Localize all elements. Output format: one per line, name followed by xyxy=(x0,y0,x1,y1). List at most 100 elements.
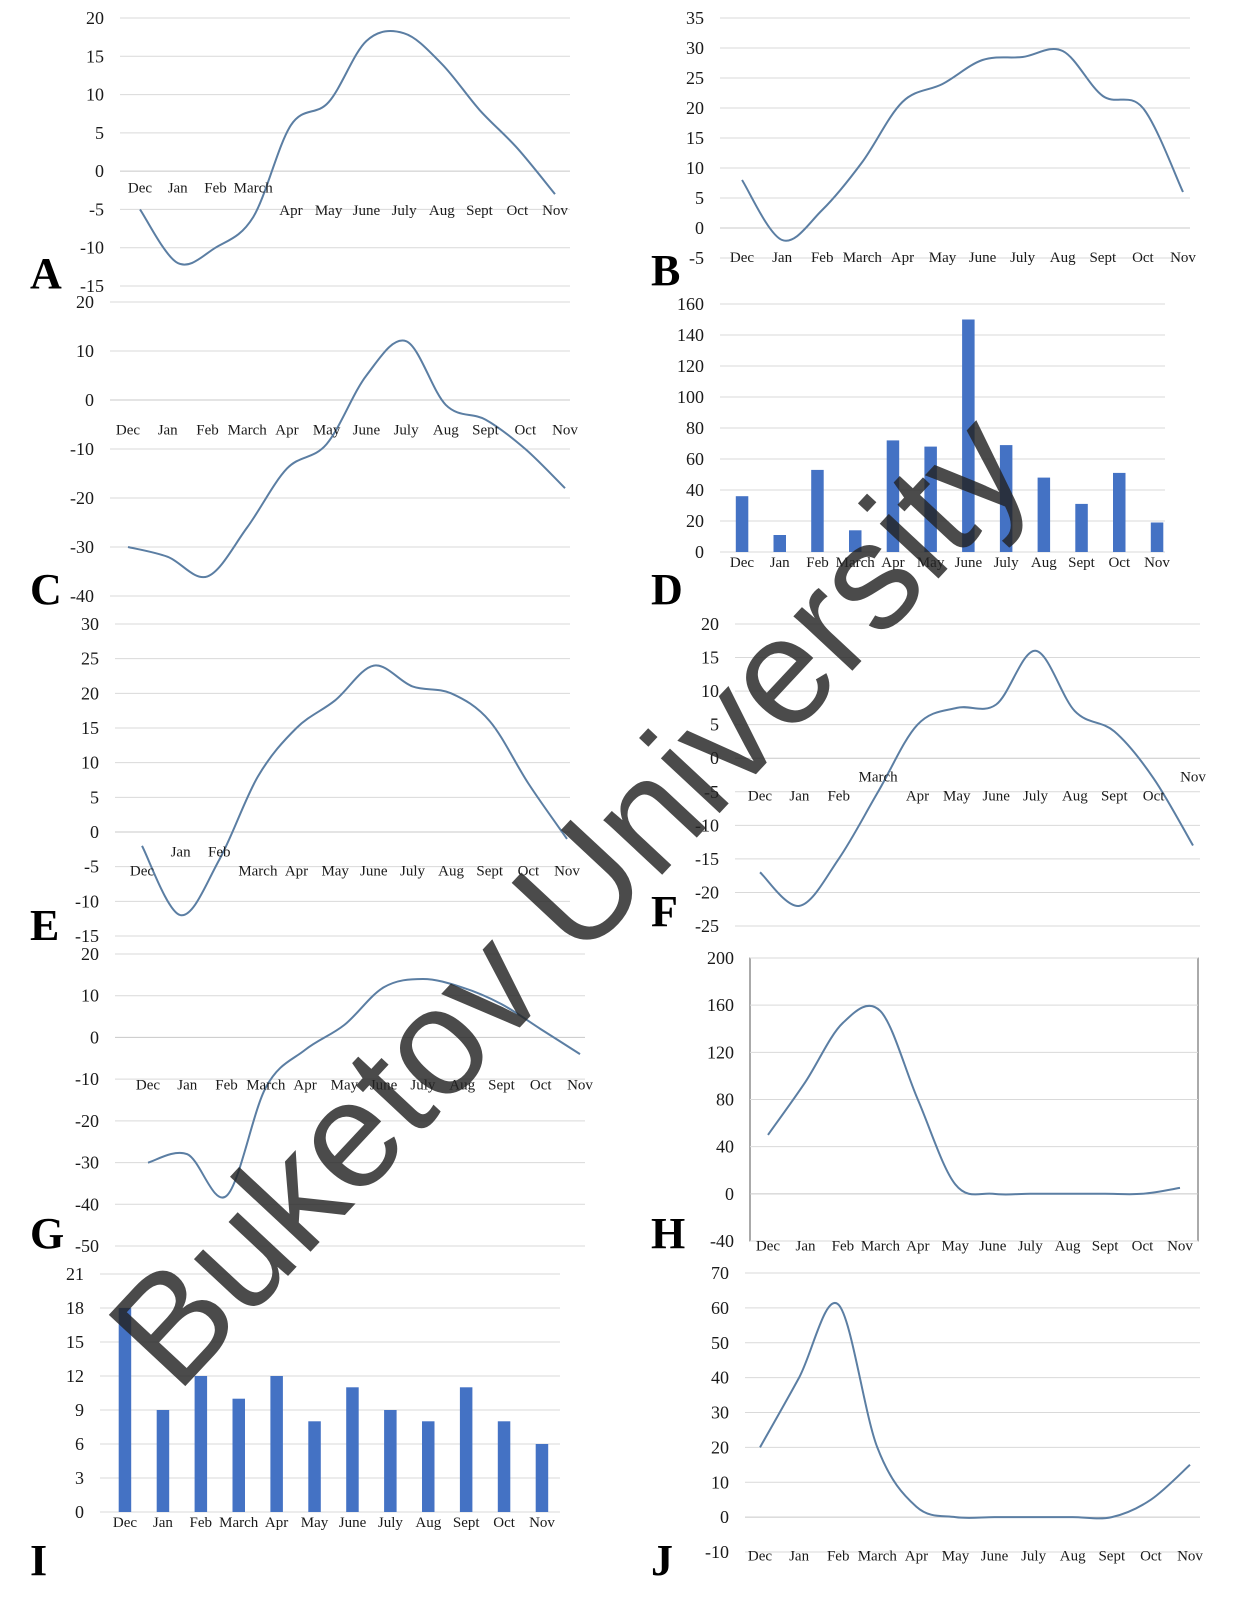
x-tick-label: Sept xyxy=(488,1078,516,1094)
x-tick-label: Jan xyxy=(171,844,191,860)
y-tick-label: 0 xyxy=(90,1027,99,1047)
y-tick-label: -25 xyxy=(695,916,719,936)
x-tick-label: July xyxy=(1021,1549,1047,1565)
x-tick-label: Sept xyxy=(1098,1549,1126,1565)
y-tick-label: 9 xyxy=(75,1400,84,1420)
y-tick-label: 20 xyxy=(686,98,704,118)
y-tick-label: -30 xyxy=(75,1153,99,1173)
panel-letter-e: E xyxy=(30,901,59,950)
x-tick-label: Aug xyxy=(429,203,455,219)
x-tick-label: Aug xyxy=(449,1078,475,1094)
y-tick-label: 0 xyxy=(725,1184,734,1204)
x-tick-label: Aug xyxy=(438,864,464,880)
x-tick-label: May xyxy=(943,789,971,805)
x-tick-label: June xyxy=(979,1238,1007,1254)
x-tick-label: Sept xyxy=(1092,1238,1120,1254)
series-line xyxy=(759,649,1194,907)
y-tick-label: 30 xyxy=(686,38,704,58)
series-line xyxy=(767,1004,1181,1196)
y-tick-label: 100 xyxy=(677,387,704,407)
chart-panel-b: -5 0 5 10 15 20 25 30 35 Dec Jan Feb March Apr May June… xyxy=(651,8,1196,295)
y-tick-label: 10 xyxy=(81,986,99,1006)
x-tick-label: Sept xyxy=(476,864,504,880)
bar-apr xyxy=(270,1376,283,1512)
x-tick-label: July xyxy=(994,555,1020,571)
y-tick-label: -10 xyxy=(705,1542,729,1562)
y-tick-label: 0 xyxy=(695,542,704,562)
x-tick-label: Dec xyxy=(730,555,754,571)
x-tick-label: June xyxy=(982,789,1010,805)
y-tick-label: -5 xyxy=(84,857,99,877)
panel-letter-a: A xyxy=(30,249,62,298)
bar-june xyxy=(962,319,975,552)
x-tick-label: July xyxy=(1010,250,1036,266)
chart-panel-c: -40 -30 -20 -10 0 10 20 Dec Jan Feb March Apr May Jun… xyxy=(30,292,578,614)
y-tick-label: 35 xyxy=(686,8,704,28)
x-tick-label: Nov xyxy=(1167,1238,1193,1254)
x-tick-label: Jan xyxy=(177,1078,197,1094)
x-tick-label: Aug xyxy=(1060,1549,1086,1565)
x-tick-label: May xyxy=(929,250,957,266)
x-tick-label: Dec xyxy=(128,181,152,197)
y-tick-label: 0 xyxy=(720,1507,729,1527)
y-tick-label: 12 xyxy=(66,1366,84,1386)
x-tick-label: March xyxy=(858,1549,898,1565)
y-tick-label: -40 xyxy=(75,1194,99,1214)
x-tick-label: Sept xyxy=(1089,250,1117,266)
x-tick-label: Sept xyxy=(472,422,500,438)
x-tick-label: Oct xyxy=(514,422,536,438)
y-tick-label: 40 xyxy=(711,1368,729,1388)
x-tick-label: Jan xyxy=(789,1549,809,1565)
x-tick-label: Oct xyxy=(530,1078,552,1094)
x-tick-label: Jan xyxy=(770,555,790,571)
y-tick-label: -20 xyxy=(70,488,94,508)
x-tick-label: Apr xyxy=(906,789,929,805)
x-tick-label: Sept xyxy=(1101,789,1129,805)
bar-july xyxy=(999,445,1013,552)
y-tick-label: 0 xyxy=(85,390,94,410)
x-tick-label: Dec xyxy=(130,864,154,880)
chart-panel-a: -15 -10 -5 0 5 10 15 20 Dec Jan Feb March Apr May June… xyxy=(30,8,570,298)
panel-letter-b: B xyxy=(651,246,680,295)
x-tick-label: Oct xyxy=(506,203,528,219)
bar-july xyxy=(384,1410,397,1512)
y-tick-label: 20 xyxy=(81,683,99,703)
y-tick-label: 10 xyxy=(701,681,719,701)
y-tick-label: 20 xyxy=(81,944,99,964)
x-tick-label: Jan xyxy=(772,250,792,266)
x-tick-label: Jan xyxy=(153,1515,173,1531)
x-tick-label: Aug xyxy=(1062,789,1088,805)
x-tick-label: March xyxy=(843,250,883,266)
y-tick-label: 0 xyxy=(75,1502,84,1522)
x-tick-label: Apr xyxy=(279,203,302,219)
y-tick-label: 200 xyxy=(707,948,734,968)
bar-apr xyxy=(886,440,900,552)
x-tick-label: June xyxy=(969,250,997,266)
series-line xyxy=(139,30,556,266)
x-tick-label: May xyxy=(917,555,945,571)
bar-nov xyxy=(535,1444,549,1512)
x-tick-label: May xyxy=(942,1549,970,1565)
y-tick-label: 21 xyxy=(66,1264,84,1284)
y-tick-label: 20 xyxy=(76,292,94,312)
x-tick-label: March xyxy=(859,770,899,786)
x-tick-label: July xyxy=(392,203,418,219)
y-tick-label: -10 xyxy=(75,891,99,911)
series-line xyxy=(127,339,566,579)
y-tick-label: 120 xyxy=(677,356,704,376)
x-tick-label: June xyxy=(981,1549,1009,1565)
y-tick-label: -15 xyxy=(695,849,719,869)
y-tick-label: -5 xyxy=(89,199,104,219)
x-tick-label: Apr xyxy=(293,1078,316,1094)
bar-nov xyxy=(1150,522,1164,552)
bar-march xyxy=(232,1398,245,1512)
x-tick-label: Dec xyxy=(748,789,772,805)
y-tick-label: 10 xyxy=(711,1472,729,1492)
bar-jan xyxy=(156,1410,170,1512)
y-tick-label: 5 xyxy=(695,188,704,208)
x-tick-label: March xyxy=(238,864,278,880)
x-tick-label: Dec xyxy=(748,1549,772,1565)
x-tick-label: July xyxy=(1018,1238,1044,1254)
y-tick-label: -10 xyxy=(80,238,104,258)
y-tick-label: -50 xyxy=(75,1236,99,1256)
